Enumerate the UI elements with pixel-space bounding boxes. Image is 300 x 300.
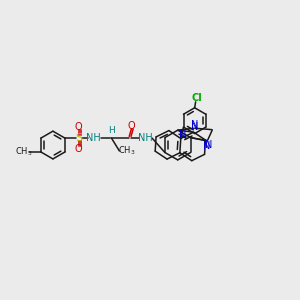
Text: NH: NH xyxy=(138,133,152,143)
Text: N: N xyxy=(191,122,198,132)
Text: N: N xyxy=(205,140,212,150)
Text: H: H xyxy=(108,126,115,135)
Text: CH$_3$: CH$_3$ xyxy=(15,146,33,158)
Text: CH$_3$: CH$_3$ xyxy=(118,145,135,157)
Text: N: N xyxy=(191,120,198,130)
Text: O: O xyxy=(75,144,82,154)
Text: Cl: Cl xyxy=(191,93,202,103)
Text: S: S xyxy=(75,133,82,143)
Text: O: O xyxy=(75,122,82,132)
Text: N: N xyxy=(179,130,187,140)
Text: N: N xyxy=(203,140,210,151)
Text: O: O xyxy=(128,121,135,131)
Text: NH: NH xyxy=(86,133,101,143)
